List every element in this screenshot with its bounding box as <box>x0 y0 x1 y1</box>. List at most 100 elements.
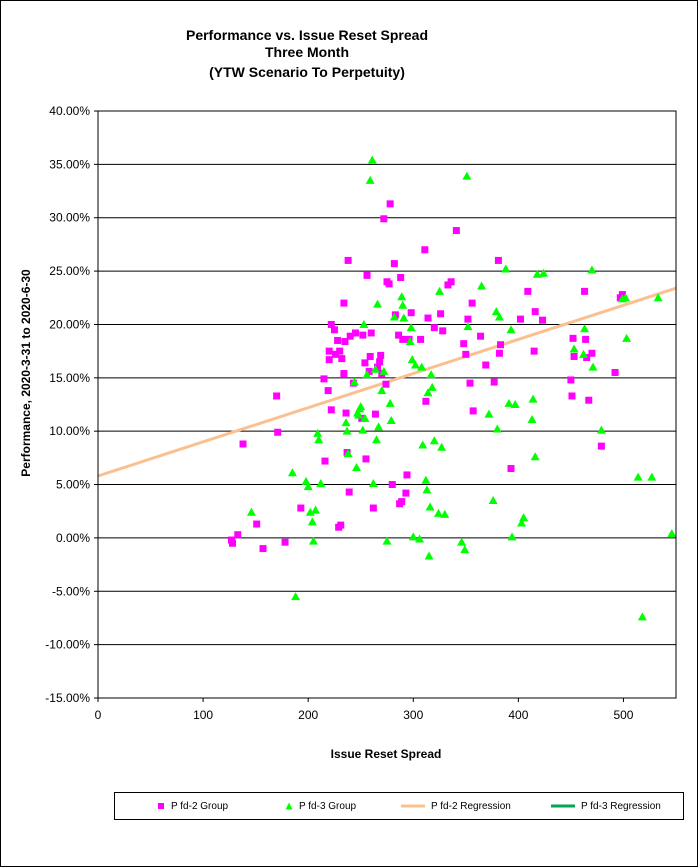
data-point-square <box>464 315 472 323</box>
data-point-triangle <box>637 612 647 621</box>
legend-item-pfd2-group: P fd-2 Group <box>157 793 228 819</box>
data-point-square <box>407 309 415 317</box>
data-point-triangle <box>374 422 384 431</box>
data-point-triangle <box>379 366 389 375</box>
data-point-square <box>344 256 352 264</box>
data-point-square <box>447 278 455 286</box>
y-tick-label: 25.00% <box>49 264 90 278</box>
data-point-square <box>327 320 335 328</box>
data-point-square <box>338 355 346 363</box>
data-point-triangle <box>579 349 589 358</box>
data-point-square <box>462 350 470 358</box>
data-point-square <box>377 351 385 359</box>
data-point-triangle <box>504 398 514 407</box>
data-point-triangle <box>291 592 301 601</box>
data-point-square <box>430 324 438 332</box>
data-point-triangle <box>362 370 372 379</box>
legend-label: P fd-2 Group <box>171 800 229 812</box>
y-tick-label: 40.00% <box>49 104 90 118</box>
data-point-square <box>361 359 369 367</box>
data-point-triangle <box>424 551 434 560</box>
legend-label: P fd-3 Regression <box>581 800 661 812</box>
data-point-square <box>388 481 396 489</box>
data-point-square <box>369 504 377 512</box>
chart-title-line-2: Three Month <box>265 44 349 60</box>
x-tick-label: 400 <box>508 708 528 722</box>
data-point-triangle <box>488 496 498 505</box>
data-point-triangle <box>356 402 366 411</box>
data-point-triangle <box>415 534 425 543</box>
data-point-triangle <box>343 449 353 458</box>
data-point-square <box>297 504 305 512</box>
data-point-triangle <box>621 293 631 302</box>
x-tick-label: 100 <box>193 708 213 722</box>
chart-title-line-3: (YTW Scenario To Perpetuity) <box>209 64 405 80</box>
data-point-square <box>482 361 490 369</box>
y-axis-label: Performance, 2020-3-31 to 2020-6-30 <box>19 269 33 477</box>
data-point-triangle <box>367 155 377 164</box>
data-point-square <box>253 520 261 528</box>
data-point-triangle <box>371 435 381 444</box>
data-point-square <box>539 316 547 324</box>
data-point-triangle <box>491 307 501 316</box>
data-point-triangle <box>494 312 504 321</box>
data-point-triangle <box>527 414 537 423</box>
data-point-triangle <box>463 322 473 331</box>
legend-item-pfd3-regression: P fd-3 Regression <box>551 793 661 819</box>
data-point-triangle <box>349 377 359 386</box>
data-point-square <box>403 471 411 479</box>
data-point-square <box>567 376 575 384</box>
data-point-square <box>336 347 344 355</box>
data-point-triangle <box>342 426 352 435</box>
data-point-triangle <box>519 513 529 522</box>
data-point-triangle <box>477 281 487 290</box>
data-point-triangle <box>311 505 321 514</box>
data-point-triangle <box>405 337 415 346</box>
data-point-triangle <box>427 382 437 391</box>
scatter-points <box>227 155 677 621</box>
data-point-square <box>477 332 485 340</box>
legend-label: P fd-2 Regression <box>431 800 511 812</box>
y-tick-label: 20.00% <box>49 317 90 331</box>
gridlines <box>98 110 676 699</box>
data-point-triangle <box>398 300 408 309</box>
data-point-square <box>366 352 374 360</box>
data-point-square <box>568 392 576 400</box>
data-point-triangle <box>517 518 527 527</box>
data-point-triangle <box>492 424 502 433</box>
data-point-square <box>516 315 524 323</box>
data-point-triangle <box>386 416 396 425</box>
data-point-square <box>585 396 593 404</box>
data-point-triangle <box>418 440 428 449</box>
data-point-triangle <box>360 413 370 422</box>
data-point-square <box>417 335 425 343</box>
data-point-square <box>466 379 474 387</box>
data-point-triangle <box>647 472 657 481</box>
data-point-square <box>439 327 447 335</box>
data-point-triangle <box>358 425 368 434</box>
data-point-triangle <box>596 425 606 434</box>
data-point-triangle <box>433 508 443 517</box>
data-point-square <box>234 531 242 539</box>
legend-item-pfd2-regression: P fd-2 Regression <box>401 793 511 819</box>
x-axis-label: Issue Reset Spread <box>331 747 442 761</box>
data-point-triangle <box>354 410 364 419</box>
data-point-square <box>337 521 345 529</box>
data-point-square <box>507 465 515 473</box>
data-point-triangle <box>359 319 369 328</box>
data-point-square <box>365 367 373 375</box>
data-point-square <box>281 538 289 546</box>
data-point-square <box>524 287 532 295</box>
data-point-triangle <box>246 507 256 516</box>
data-point-triangle <box>440 509 450 518</box>
data-point-triangle <box>421 475 431 484</box>
data-point-square <box>582 335 590 343</box>
data-point-square <box>342 409 350 417</box>
data-point-triangle <box>580 324 590 333</box>
data-point-triangle <box>667 529 677 538</box>
data-point-square <box>229 539 237 547</box>
data-point-triangle <box>422 485 432 494</box>
x-tick-label: 0 <box>95 708 102 722</box>
data-point-square <box>363 271 371 279</box>
data-point-square <box>395 331 403 339</box>
